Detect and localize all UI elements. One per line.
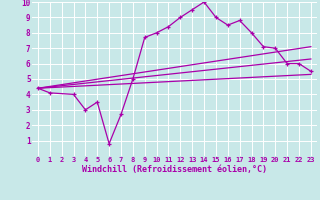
X-axis label: Windchill (Refroidissement éolien,°C): Windchill (Refroidissement éolien,°C) — [82, 165, 267, 174]
